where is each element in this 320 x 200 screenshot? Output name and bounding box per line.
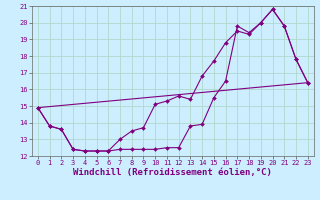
X-axis label: Windchill (Refroidissement éolien,°C): Windchill (Refroidissement éolien,°C): [73, 168, 272, 177]
